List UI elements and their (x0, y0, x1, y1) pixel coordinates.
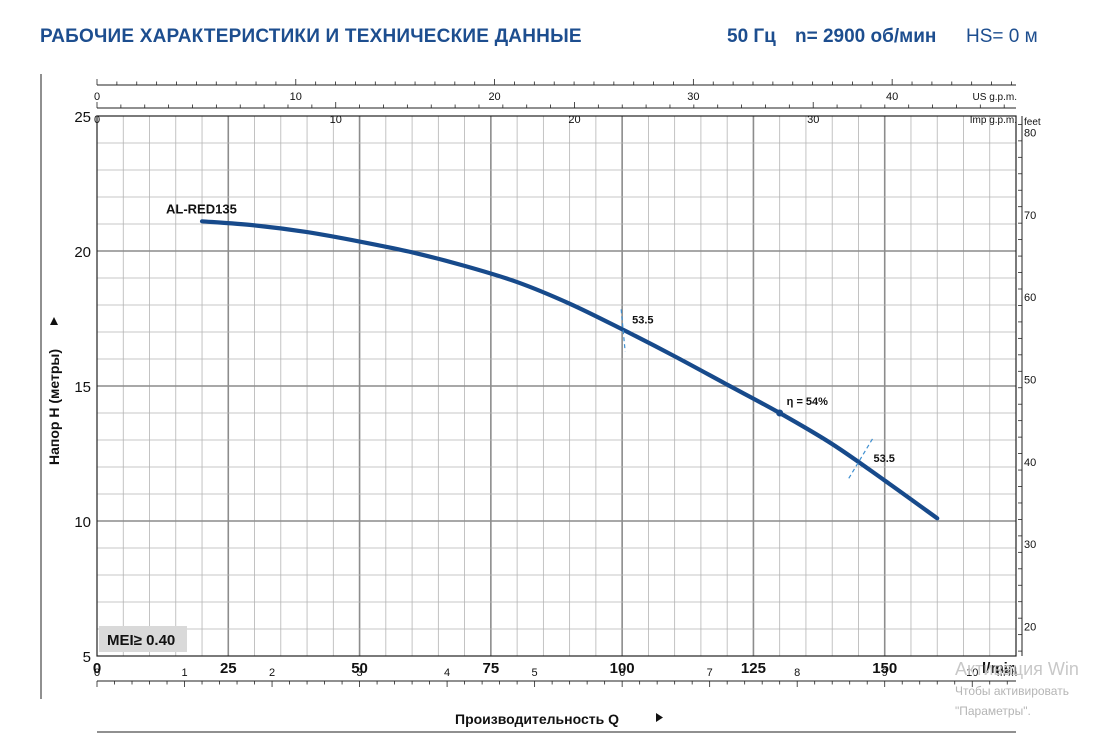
watermark-line-3: "Параметры". (955, 704, 1031, 718)
y-tick-label: 5 (83, 649, 91, 666)
efficiency-mark (847, 438, 873, 480)
m3h-tick-label: 9 (882, 667, 888, 679)
feet-tick-label: 20 (1024, 621, 1036, 633)
speed-label: n= 2900 об/мин (795, 26, 937, 47)
m3h-tick-label: 4 (444, 667, 450, 679)
bep-point (776, 409, 784, 417)
m3h-tick-label: 8 (794, 667, 800, 679)
x-tick-label: 100 (610, 660, 635, 677)
m3h-tick-label: 0 (94, 667, 100, 679)
y-tick-label: 15 (74, 379, 91, 396)
m3h-tick-label: 1 (181, 667, 187, 679)
feet-tick-label: 30 (1024, 539, 1036, 551)
imp-gpm-tick-label: 10 (330, 114, 342, 126)
plot-frame (96, 115, 1017, 657)
feet-unit-label: feet (1024, 117, 1041, 128)
m3h-tick-label: 5 (532, 667, 538, 679)
us-gpm-tick-label: 20 (488, 91, 500, 103)
imp-gpm-tick-label: 0 (94, 114, 100, 126)
m3h-tick-label: 7 (707, 667, 713, 679)
feet-tick-label: 80 (1024, 128, 1036, 140)
imp-gpm-tick-label: 30 (807, 114, 819, 126)
mei-badge-box (99, 626, 187, 652)
x-axis-arrow-icon (656, 713, 663, 722)
bep-label: η = 54% (787, 396, 828, 408)
us-gpm-tick-label: 40 (886, 91, 898, 103)
us-gpm-tick-label: 10 (290, 91, 302, 103)
us-gpm-tick-label: 0 (94, 91, 100, 103)
x-tick-label: 75 (483, 660, 500, 677)
marks: AL-RED135 53.5 η = 54% 53.5 (166, 201, 940, 521)
y-axis-label: Напор H (метры) (46, 349, 62, 465)
hs-label: HS= 0 м (966, 26, 1038, 47)
grid (97, 116, 1016, 656)
us-gpm-unit-label: US g.p.m. (973, 92, 1017, 103)
m3h-tick-label: 6 (619, 667, 625, 679)
feet-tick-label: 70 (1024, 210, 1036, 222)
imp-gpm-tick-label: 20 (568, 114, 580, 126)
efficiency-label: 53.5 (632, 314, 653, 326)
series-label: AL-RED135 (166, 201, 237, 216)
feet-tick-label: 60 (1024, 292, 1036, 304)
m3h-tick-label: 2 (269, 667, 275, 679)
y-tick-label: 10 (74, 514, 91, 531)
m3h-tick-label: 10 (966, 667, 978, 679)
feet-tick-label: 40 (1024, 457, 1036, 469)
feet-tick-label: 50 (1024, 375, 1036, 387)
series-line-al-red135 (199, 219, 940, 521)
x-tick-label: 25 (220, 660, 237, 677)
page-title: РАБОЧИЕ ХАРАКТЕРИСТИКИ И ТЕХНИЧЕСКИЕ ДАН… (40, 26, 582, 47)
x-tick-label: 50 (351, 660, 368, 677)
frequency-label: 50 Гц (727, 26, 776, 47)
watermark-line-2: Чтобы активировать (955, 684, 1069, 698)
x-tick-label: 150 (872, 660, 897, 677)
x-tick-label: 0 (93, 660, 101, 677)
y-axis-arrow-icon (50, 317, 58, 325)
watermark-line-1: Активация Win (955, 659, 1079, 679)
x-axis-label: Производительность Q (455, 711, 619, 727)
efficiency-label: 53.5 (873, 453, 894, 465)
imp-gpm-unit-label: Imp g.p.m. (970, 115, 1017, 126)
x-unit-label: l/min (982, 660, 1017, 677)
efficiency-mark (620, 309, 626, 352)
m3h-tick-label: 3 (357, 667, 363, 679)
y-tick-label: 25 (74, 109, 91, 126)
m3h-unit-label: m³/h (997, 668, 1017, 679)
mei-badge: MEI≥ 0.40 (107, 632, 175, 649)
x-tick-label: 125 (741, 660, 766, 677)
us-gpm-tick-label: 30 (687, 91, 699, 103)
y-tick-label: 20 (74, 244, 91, 261)
